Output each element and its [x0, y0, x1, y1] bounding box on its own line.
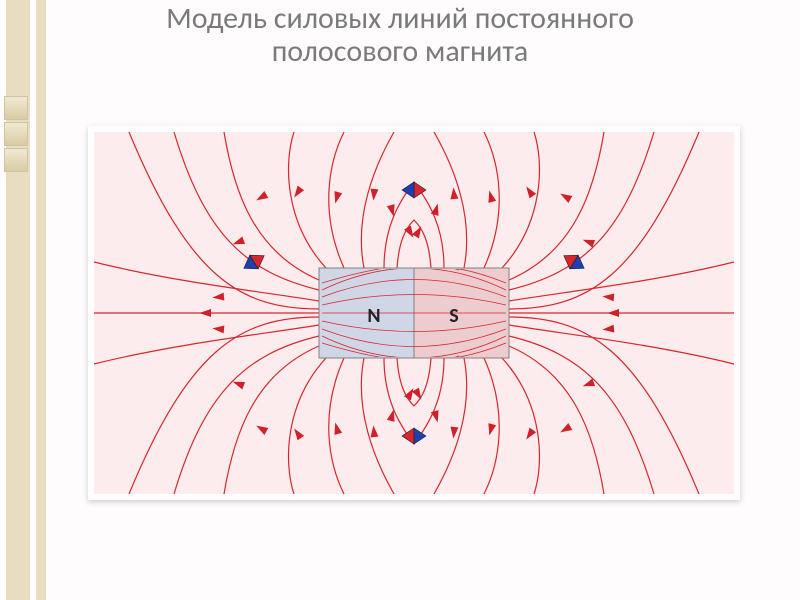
slide: Модель силовых линий постоянного полосов…	[0, 0, 800, 600]
diagram-frame: NS	[88, 126, 740, 500]
decor-stripe-2	[36, 0, 46, 600]
field-diagram: NS	[94, 132, 734, 494]
south-label: S	[449, 304, 458, 328]
decor-stripe-1	[6, 0, 30, 600]
north-label: N	[367, 304, 380, 328]
slide-title: Модель силовых линий постоянного полосов…	[100, 2, 700, 68]
decor-block	[4, 122, 28, 146]
decor-block	[4, 148, 28, 172]
decor-blocks	[0, 94, 32, 174]
decor-block	[4, 96, 28, 120]
